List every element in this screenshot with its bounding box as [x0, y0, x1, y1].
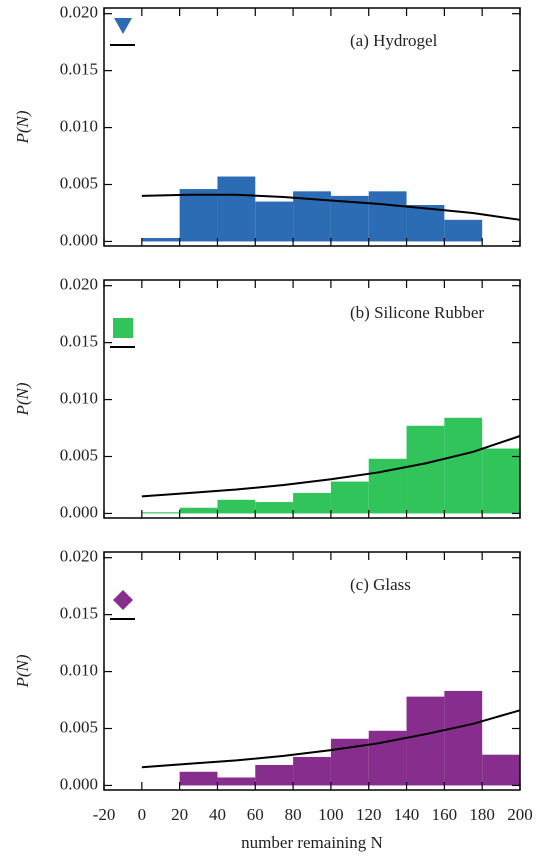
legend-marker	[113, 590, 133, 610]
y-tick-label: 0.005	[60, 445, 98, 464]
bar	[179, 771, 218, 786]
bar	[141, 238, 180, 242]
x-tick-label: 40	[209, 805, 226, 824]
bar	[255, 201, 294, 242]
y-tick-label: 0.015	[60, 604, 98, 623]
x-tick-label: 120	[356, 805, 382, 824]
bar	[482, 448, 520, 514]
y-axis-label: P(N)	[13, 110, 32, 144]
y-axis-label: P(N)	[13, 382, 32, 416]
panel-title: (c) Glass	[350, 575, 411, 594]
bar	[444, 690, 483, 786]
fit-line	[141, 435, 521, 498]
legend-marker	[114, 18, 132, 34]
fit-line	[141, 709, 521, 769]
x-tick-label: 140	[394, 805, 420, 824]
x-tick-label: 0	[138, 805, 147, 824]
bar	[141, 512, 180, 514]
bar	[330, 481, 369, 514]
bar	[444, 219, 483, 242]
bar	[406, 425, 445, 514]
legend-marker	[113, 318, 133, 338]
y-tick-label: 0.010	[60, 388, 98, 407]
x-tick-label: -20	[93, 805, 116, 824]
bar	[179, 507, 218, 514]
bar	[255, 764, 294, 786]
y-tick-label: 0.005	[60, 717, 98, 736]
y-tick-label: 0.015	[60, 60, 98, 79]
x-tick-label: 20	[171, 805, 188, 824]
bar	[217, 499, 256, 514]
bar	[179, 189, 218, 242]
y-tick-label: 0.020	[60, 275, 98, 294]
bar	[217, 777, 256, 786]
panel-title: (b) Silicone Rubber	[350, 303, 484, 322]
bar	[293, 756, 331, 786]
bar	[368, 458, 407, 514]
bar	[444, 417, 483, 514]
y-tick-label: 0.015	[60, 332, 98, 351]
x-tick-label: 180	[469, 805, 495, 824]
y-tick-label: 0.005	[60, 173, 98, 192]
x-axis-label: number remaining N	[241, 833, 383, 852]
y-tick-label: 0.010	[60, 116, 98, 135]
y-tick-label: 0.020	[60, 3, 98, 22]
bar	[217, 176, 256, 242]
y-axis-label: P(N)	[13, 654, 32, 688]
y-tick-label: 0.000	[60, 230, 98, 249]
bar	[406, 205, 445, 242]
x-tick-label: 80	[285, 805, 302, 824]
bar	[482, 754, 520, 786]
bar	[293, 492, 331, 514]
bar	[368, 191, 407, 242]
y-tick-label: 0.000	[60, 774, 98, 793]
x-tick-label: 160	[432, 805, 458, 824]
fit-line	[141, 193, 521, 221]
panel-title: (a) Hydrogel	[350, 31, 438, 50]
bar	[406, 696, 445, 786]
x-tick-label: 100	[318, 805, 344, 824]
y-tick-label: 0.000	[60, 502, 98, 521]
bar	[255, 502, 294, 514]
y-tick-label: 0.020	[60, 547, 98, 566]
x-tick-label: 60	[247, 805, 264, 824]
y-tick-label: 0.010	[60, 660, 98, 679]
x-tick-label: 200	[507, 805, 533, 824]
